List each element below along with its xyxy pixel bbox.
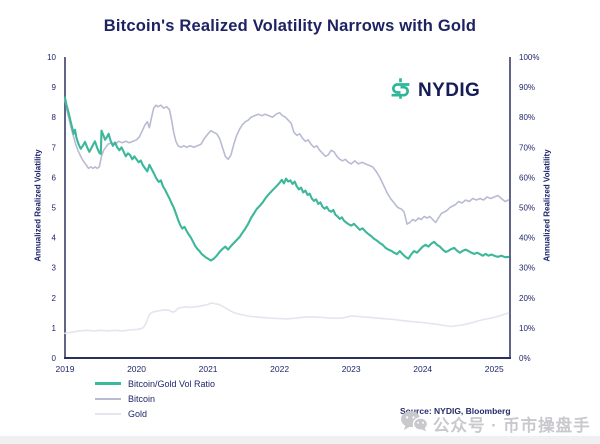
y-right-tick-label: 0% (519, 354, 531, 363)
y-right-tick-label: 50% (519, 204, 535, 213)
y-right-tick-label: 70% (519, 143, 535, 152)
y-right-tick-label: 40% (519, 234, 535, 243)
chart-legend: Bitcoin/Gold Vol Ratio Bitcoin Gold (95, 376, 215, 421)
x-tick-label: 2023 (342, 364, 361, 374)
y-right-tick-label: 60% (519, 173, 535, 182)
legend-item-gold: Gold (95, 406, 215, 421)
y-left-tick-label: 7 (52, 143, 57, 152)
y-right-tick-label: 90% (519, 83, 535, 92)
y-right-tick-label: 100% (519, 53, 539, 62)
x-tick-label: 2020 (127, 364, 146, 374)
legend-label-ratio: Bitcoin/Gold Vol Ratio (128, 378, 216, 389)
y-left-tick-label: 8 (52, 113, 57, 122)
y-left-tick-label: 1 (52, 324, 57, 333)
source-note: Source: NYDIG, Bloomberg (400, 406, 511, 416)
nydig-logo-text: NYDIG (418, 80, 481, 101)
x-tick-label: 2024 (413, 364, 432, 374)
legend-swatch-bitcoin (95, 397, 121, 400)
legend-item-bitcoin: Bitcoin (95, 391, 215, 406)
y-left-tick-label: 0 (52, 354, 57, 363)
watermark: 公众号 · 币市操盘手 (400, 410, 591, 438)
y-left-tick-label: 6 (52, 173, 57, 182)
y-left-tick-label: 4 (52, 234, 57, 243)
legend-swatch-ratio (95, 382, 121, 385)
bottom-strip (0, 436, 600, 444)
y-axis-right-title: Annualized Realized Volatility (542, 149, 552, 262)
y-right-tick-label: 30% (519, 264, 535, 273)
legend-label-bitcoin: Bitcoin (128, 393, 156, 404)
nydig-logo-icon (388, 76, 413, 106)
series-line-bitcoin-gold-vol-ratio (63, 96, 510, 262)
y-left-tick-label: 2 (52, 294, 57, 303)
y-left-tick-label: 3 (52, 264, 57, 273)
y-left-tick-label: 10 (47, 53, 56, 62)
x-tick-label: 2019 (56, 364, 75, 374)
watermark-text: 公众号 · 币市操盘手 (433, 417, 591, 435)
series-line-gold (64, 302, 510, 335)
chart-title: Bitcoin's Realized Volatility Narrows wi… (103, 17, 477, 35)
y-right-tick-label: 10% (519, 324, 535, 333)
y-right-tick-label: 80% (519, 113, 535, 122)
x-tick-label: 2025 (485, 364, 504, 374)
x-tick-label: 2021 (199, 364, 218, 374)
legend-item-ratio: Bitcoin/Gold Vol Ratio (95, 376, 215, 391)
x-tick-label: 2022 (270, 364, 289, 374)
y-axis-left-title: Annualized Realized Volatility (33, 149, 43, 262)
legend-label-gold: Gold (128, 408, 148, 419)
y-left-tick-label: 5 (52, 204, 57, 213)
series-line-bitcoin (64, 98, 510, 225)
legend-swatch-gold (95, 412, 121, 415)
wechat-icon (400, 410, 429, 438)
nydig-logo: NYDIG (388, 76, 480, 106)
y-left-tick-label: 9 (52, 83, 57, 92)
y-right-tick-label: 20% (519, 294, 535, 303)
